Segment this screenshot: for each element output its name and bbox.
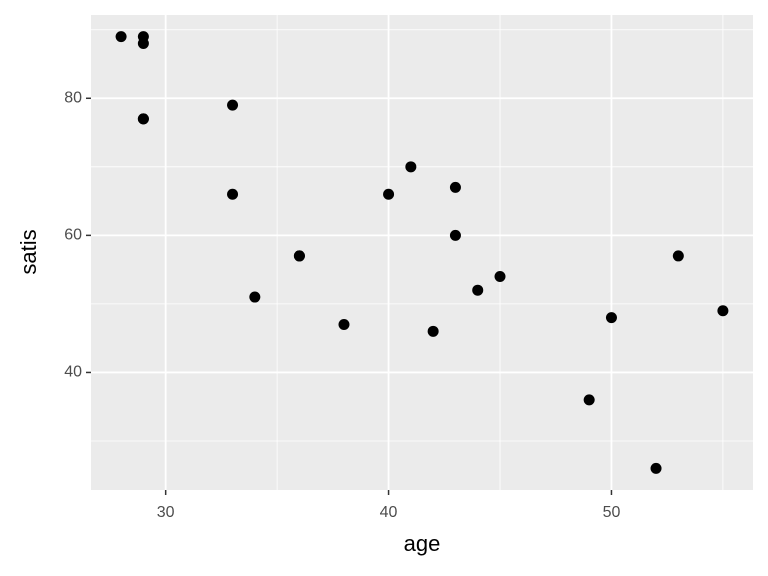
- point: [672, 250, 684, 262]
- point: [227, 99, 239, 111]
- point: [338, 318, 350, 330]
- point: [717, 305, 729, 317]
- point: [427, 325, 439, 337]
- point: [472, 284, 484, 296]
- point: [650, 462, 662, 474]
- x-axis-title: age: [404, 531, 441, 556]
- point: [605, 312, 617, 324]
- point: [115, 31, 127, 43]
- x-tick-label: 40: [380, 504, 398, 521]
- point: [227, 188, 239, 200]
- y-tick-label: 60: [64, 227, 82, 244]
- point: [583, 394, 595, 406]
- point: [405, 161, 417, 173]
- point: [494, 270, 506, 282]
- point: [383, 188, 395, 200]
- panel: [91, 15, 753, 490]
- point: [137, 113, 149, 125]
- x-tick-label: 50: [603, 504, 621, 521]
- x-tick-label: 30: [157, 504, 175, 521]
- point: [249, 291, 261, 303]
- point: [449, 181, 461, 193]
- point: [137, 37, 149, 49]
- point: [449, 229, 461, 241]
- point: [293, 250, 305, 262]
- y-axis-title: satis: [16, 229, 41, 274]
- y-tick-label: 80: [64, 89, 82, 106]
- y-tick-label: 40: [64, 364, 82, 381]
